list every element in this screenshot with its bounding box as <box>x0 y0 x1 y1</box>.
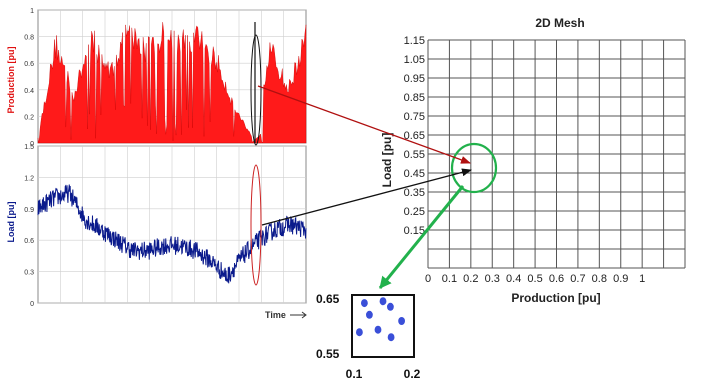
mesh-y-tick-label: 0.35 <box>404 187 425 199</box>
mesh-x-tick-label: 1 <box>639 273 645 285</box>
load-y-tick-label: 0.9 <box>24 207 34 214</box>
mesh-x-tick-label: 0 <box>425 273 431 285</box>
mesh-y-tick-label: 0.55 <box>404 149 425 161</box>
mesh-x-tick-label: 0.4 <box>506 273 521 285</box>
mesh-y-tick-label: 0.15 <box>404 225 425 237</box>
mesh-x-ticks: 0 0.1 0.2 0.3 0.4 0.5 0.6 0.7 0.8 0.9 1 <box>425 273 645 285</box>
inset-dot <box>356 328 363 337</box>
mesh-grid <box>427 39 686 269</box>
mesh-y-tick-label: 0.95 <box>404 73 425 85</box>
load-y-tick-label: 1.2 <box>24 175 34 182</box>
production-panel: 0 0.2 0.4 0.6 0.8 1 Production [pu] <box>6 8 307 148</box>
inset-panel: 0.65 0.55 0.1 0.2 <box>316 292 421 381</box>
inset-dot <box>387 333 395 342</box>
mesh-x-tick-label: 0.6 <box>549 273 564 285</box>
mesh-highlight-ellipse <box>450 142 498 194</box>
mesh-panel: 2D Mesh 1.15 1.05 0.95 0.85 0.75 0.65 0.55 0.45… <box>380 16 686 305</box>
mesh-y-tick-label: 0.65 <box>404 130 425 142</box>
inset-dot <box>374 325 382 334</box>
load-highlight-ellipse <box>250 164 262 286</box>
mesh-x-tick-label: 0.2 <box>463 273 478 285</box>
inset-y-top-label: 0.65 <box>316 292 340 306</box>
zoom-arrow <box>378 185 465 289</box>
mesh-x-tick-label: 0.7 <box>570 273 585 285</box>
mesh-x-tick-label: 0.9 <box>613 273 628 285</box>
load-y-tick-label: 1.5 <box>24 144 34 151</box>
production-y-ticks: 0 0.2 0.4 0.6 0.8 1 <box>24 8 34 148</box>
inset-dot <box>379 297 387 306</box>
mesh-x-tick-label: 0.8 <box>592 273 607 285</box>
production-y-label: Production [pu] <box>6 47 16 114</box>
load-panel: 0 0.3 0.6 0.9 1.2 1.5 Load [pu] Time <box>6 144 307 320</box>
production-y-tick-label: 0 <box>30 141 34 148</box>
mesh-y-tick-label: 0.25 <box>404 206 425 218</box>
mesh-x-tick-label: 0.5 <box>527 273 542 285</box>
production-y-tick-label: 0.8 <box>24 35 34 42</box>
mesh-x-label: Production [pu] <box>511 291 600 305</box>
load-y-tick-label: 0.3 <box>24 270 34 277</box>
production-y-tick-label: 0.6 <box>24 61 34 68</box>
inset-dot <box>366 310 373 319</box>
mesh-y-ticks: 1.15 1.05 0.95 0.85 0.75 0.65 0.55 0.45 0.35 0.25… <box>404 35 425 237</box>
load-y-ticks: 0 0.3 0.6 0.9 1.2 1.5 <box>24 144 34 308</box>
inset-dot <box>361 299 368 308</box>
production-y-tick-label: 0.2 <box>24 114 34 121</box>
mesh-y-tick-label: 1.05 <box>404 54 425 66</box>
inset-x-left-label: 0.1 <box>346 367 363 381</box>
mesh-y-tick-label: 0.75 <box>404 111 425 123</box>
mesh-y-label: Load [pu] <box>380 133 394 188</box>
production-to-mesh-arrow <box>257 85 471 164</box>
inset-dots <box>356 297 405 342</box>
mesh-title: 2D Mesh <box>535 16 584 30</box>
mesh-y-tick-label: 1.15 <box>404 35 425 47</box>
load-y-tick-label: 0.6 <box>24 238 34 245</box>
production-y-tick-label: 1 <box>30 8 34 15</box>
inset-dot <box>387 302 394 311</box>
production-y-tick-label: 0.4 <box>24 88 34 95</box>
production-series <box>37 22 307 144</box>
mesh-y-tick-label: 0.85 <box>404 92 425 104</box>
time-axis-arrowhead <box>301 311 307 319</box>
load-to-mesh-arrow <box>261 168 472 226</box>
mesh-x-tick-label: 0.1 <box>442 273 457 285</box>
load-y-label: Load [pu] <box>6 202 16 243</box>
production-highlight-ellipse <box>250 34 262 146</box>
inset-dot <box>398 317 405 325</box>
inset-x-right-label: 0.2 <box>404 367 421 381</box>
load-y-tick-label: 0 <box>30 301 34 308</box>
time-axis-label: Time <box>265 310 286 320</box>
inset-y-bottom-label: 0.55 <box>316 347 340 361</box>
mesh-x-tick-label: 0.3 <box>485 273 500 285</box>
mesh-y-tick-label: 0.45 <box>404 168 425 180</box>
load-grid <box>38 145 306 304</box>
